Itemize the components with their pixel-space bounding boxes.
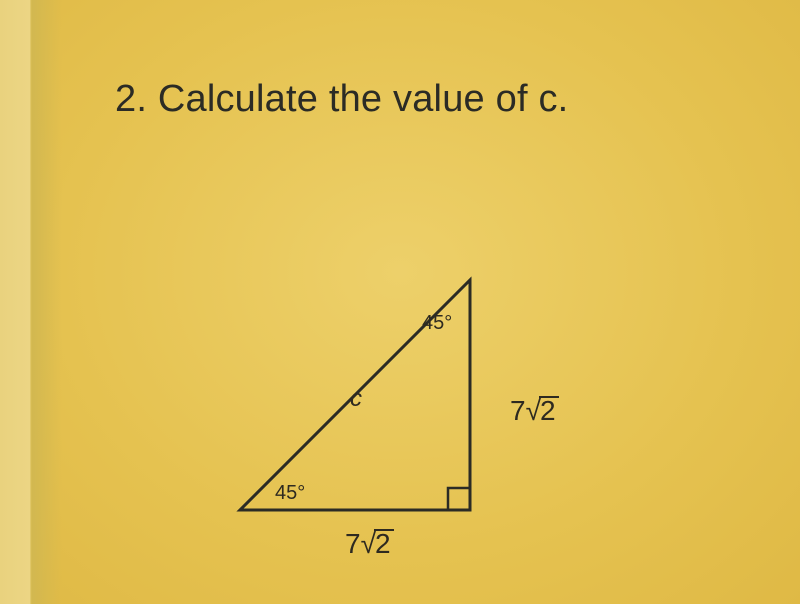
bottom-radicand: 2 <box>374 529 394 556</box>
question-heading: 2. Calculate the value of c. <box>115 78 568 121</box>
right-angle-marker <box>448 488 470 510</box>
page-binding-edge <box>0 0 62 604</box>
angle-bottom-left: 45° <box>275 482 305 505</box>
angle-top-right: 45° <box>422 312 452 335</box>
question-prompt: Calculate the value of c. <box>158 78 569 120</box>
radical-icon: √2 <box>526 395 559 427</box>
right-coef: 7 <box>510 395 526 426</box>
radical-icon: √2 <box>361 528 394 560</box>
question-number: 2. <box>115 78 147 120</box>
hypotenuse-label: c <box>350 385 362 413</box>
right-side-label: 7√2 <box>510 395 559 427</box>
triangle-diagram: 45° 45° c 7√2 7√2 <box>220 250 640 570</box>
right-radicand: 2 <box>539 396 559 423</box>
bottom-coef: 7 <box>345 528 361 559</box>
bottom-side-label: 7√2 <box>345 528 394 560</box>
triangle-svg <box>220 250 640 570</box>
